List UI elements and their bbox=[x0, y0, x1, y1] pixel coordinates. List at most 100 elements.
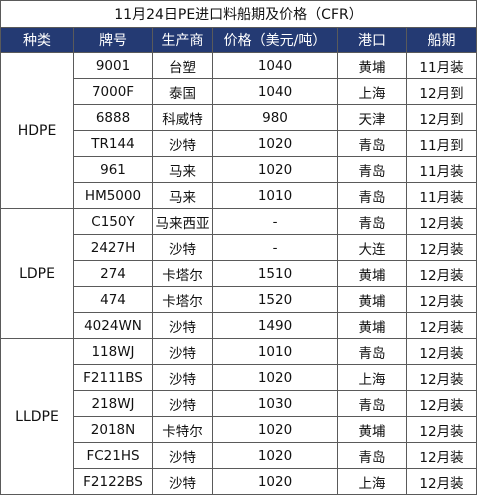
cell-port: 青岛 bbox=[337, 208, 407, 235]
cell-shipping: 12月装 bbox=[405, 364, 477, 391]
cell-producer: 马来 bbox=[152, 156, 213, 183]
cell-price: 1020 bbox=[212, 416, 338, 443]
cell-grade: 6888 bbox=[73, 104, 153, 131]
cell-producer: 沙特 bbox=[152, 338, 213, 365]
cell-producer: 台塑 bbox=[152, 52, 213, 79]
cell-port: 大连 bbox=[337, 234, 407, 261]
cell-price: 980 bbox=[212, 104, 338, 131]
header-producer: 生产商 bbox=[152, 27, 213, 53]
header-row: 种类 牌号 生产商 价格（美元/吨） 港口 船期 bbox=[0, 27, 477, 53]
table-row: HM5000 马来 1010 青岛 11月装 bbox=[1, 182, 477, 209]
cell-shipping: 12月装 bbox=[405, 416, 477, 443]
cell-shipping: 11月到 bbox=[405, 130, 477, 157]
cell-shipping: 12月装 bbox=[405, 260, 477, 287]
cell-producer: 沙特 bbox=[152, 130, 213, 157]
cell-port: 上海 bbox=[337, 468, 407, 495]
cell-producer: 马来 bbox=[152, 182, 213, 209]
cell-port: 青岛 bbox=[337, 156, 407, 183]
cell-price: 1010 bbox=[212, 182, 338, 209]
cell-port: 天津 bbox=[337, 104, 407, 131]
cell-shipping: 11月装 bbox=[405, 156, 477, 183]
cell-grade: 218WJ bbox=[73, 390, 153, 417]
table-row: HDPE 9001 台塑 1040 黄埔 11月装 bbox=[0, 52, 477, 209]
cell-port: 青岛 bbox=[337, 338, 407, 365]
cell-producer: 卡塔尔 bbox=[152, 286, 213, 313]
cell-grade: 4024WN bbox=[73, 312, 153, 339]
table-row: 4024WN 沙特 1490 黄埔 12月装 bbox=[1, 312, 477, 339]
cell-port: 上海 bbox=[337, 364, 407, 391]
cell-price: 1010 bbox=[212, 338, 338, 365]
cell-shipping: 11月装 bbox=[405, 182, 477, 209]
cell-port: 黄埔 bbox=[337, 260, 407, 287]
cell-port: 黄埔 bbox=[337, 52, 407, 79]
cell-shipping: 12月装 bbox=[405, 234, 477, 261]
cell-grade: TR144 bbox=[73, 130, 153, 157]
cell-grade: 274 bbox=[73, 260, 153, 287]
cell-producer: 沙特 bbox=[152, 442, 213, 469]
cell-port: 青岛 bbox=[337, 390, 407, 417]
cell-shipping: 12月装 bbox=[405, 390, 477, 417]
category-cell: HDPE bbox=[0, 52, 74, 209]
cell-producer: 沙特 bbox=[152, 234, 213, 261]
cell-producer: 卡特尔 bbox=[152, 416, 213, 443]
table-row: 218WJ 沙特 1030 青岛 12月装 bbox=[1, 390, 477, 417]
cell-shipping: 11月装 bbox=[405, 52, 477, 79]
cell-price: 1490 bbox=[212, 312, 338, 339]
cell-price: - bbox=[212, 208, 338, 235]
cell-shipping: 12月装 bbox=[405, 338, 477, 365]
cell-port: 青岛 bbox=[337, 182, 407, 209]
cell-grade: 2018N bbox=[73, 416, 153, 443]
cell-port: 黄埔 bbox=[337, 286, 407, 313]
header-price: 价格（美元/吨） bbox=[212, 27, 338, 53]
cell-price: 1020 bbox=[212, 442, 338, 469]
table-row: LDPE C150Y 马来西亚 - 青岛 12月装 bbox=[0, 208, 477, 339]
category-cell: LLDPE bbox=[0, 338, 74, 495]
cell-grade: F2122BS bbox=[73, 468, 153, 495]
cell-producer: 沙特 bbox=[152, 468, 213, 495]
cell-shipping: 12月到 bbox=[405, 78, 477, 105]
cell-port: 青岛 bbox=[337, 442, 407, 469]
title-row: 11月24日PE进口料船期及价格（CFR） bbox=[0, 0, 477, 28]
cell-grade: 9001 bbox=[73, 52, 153, 79]
table-row: 7000F 泰国 1040 上海 12月到 bbox=[1, 78, 477, 105]
cell-producer: 沙特 bbox=[152, 312, 213, 339]
cell-grade: F2111BS bbox=[73, 364, 153, 391]
table-row: 474 卡塔尔 1520 黄埔 12月装 bbox=[1, 286, 477, 313]
cell-grade: C150Y bbox=[73, 208, 153, 235]
cell-port: 上海 bbox=[337, 78, 407, 105]
cell-grade: 118WJ bbox=[73, 338, 153, 365]
header-shipping: 船期 bbox=[405, 27, 477, 53]
cell-price: 1020 bbox=[212, 156, 338, 183]
table-row: 2427H 沙特 - 大连 12月装 bbox=[1, 234, 477, 261]
cell-grade: FC21HS bbox=[73, 442, 153, 469]
cell-price: 1020 bbox=[212, 130, 338, 157]
cell-producer: 沙特 bbox=[152, 364, 213, 391]
table-row: 6888 科威特 980 天津 12月到 bbox=[1, 104, 477, 131]
cell-producer: 马来西亚 bbox=[152, 208, 213, 235]
cell-producer: 科威特 bbox=[152, 104, 213, 131]
cell-producer: 沙特 bbox=[152, 390, 213, 417]
cell-shipping: 12月装 bbox=[405, 312, 477, 339]
cell-shipping: 12月装 bbox=[405, 442, 477, 469]
cell-price: 1030 bbox=[212, 390, 338, 417]
table-title: 11月24日PE进口料船期及价格（CFR） bbox=[0, 0, 477, 28]
cell-producer: 泰国 bbox=[152, 78, 213, 105]
cell-price: 1020 bbox=[212, 468, 338, 495]
cell-price: 1040 bbox=[212, 78, 338, 105]
cell-grade: 474 bbox=[73, 286, 153, 313]
cell-shipping: 12月装 bbox=[405, 286, 477, 313]
table-row: F2122BS 沙特 1020 上海 12月装 bbox=[1, 468, 477, 495]
header-port: 港口 bbox=[337, 27, 407, 53]
cell-shipping: 12月装 bbox=[405, 208, 477, 235]
cell-port: 黄埔 bbox=[337, 416, 407, 443]
cell-price: 1040 bbox=[212, 52, 338, 79]
header-category: 种类 bbox=[0, 27, 74, 53]
cell-shipping: 12月装 bbox=[405, 468, 477, 495]
cell-price: 1520 bbox=[212, 286, 338, 313]
cell-shipping: 12月到 bbox=[405, 104, 477, 131]
category-cell: LDPE bbox=[0, 208, 74, 339]
cell-grade: HM5000 bbox=[73, 182, 153, 209]
cell-grade: 2427H bbox=[73, 234, 153, 261]
